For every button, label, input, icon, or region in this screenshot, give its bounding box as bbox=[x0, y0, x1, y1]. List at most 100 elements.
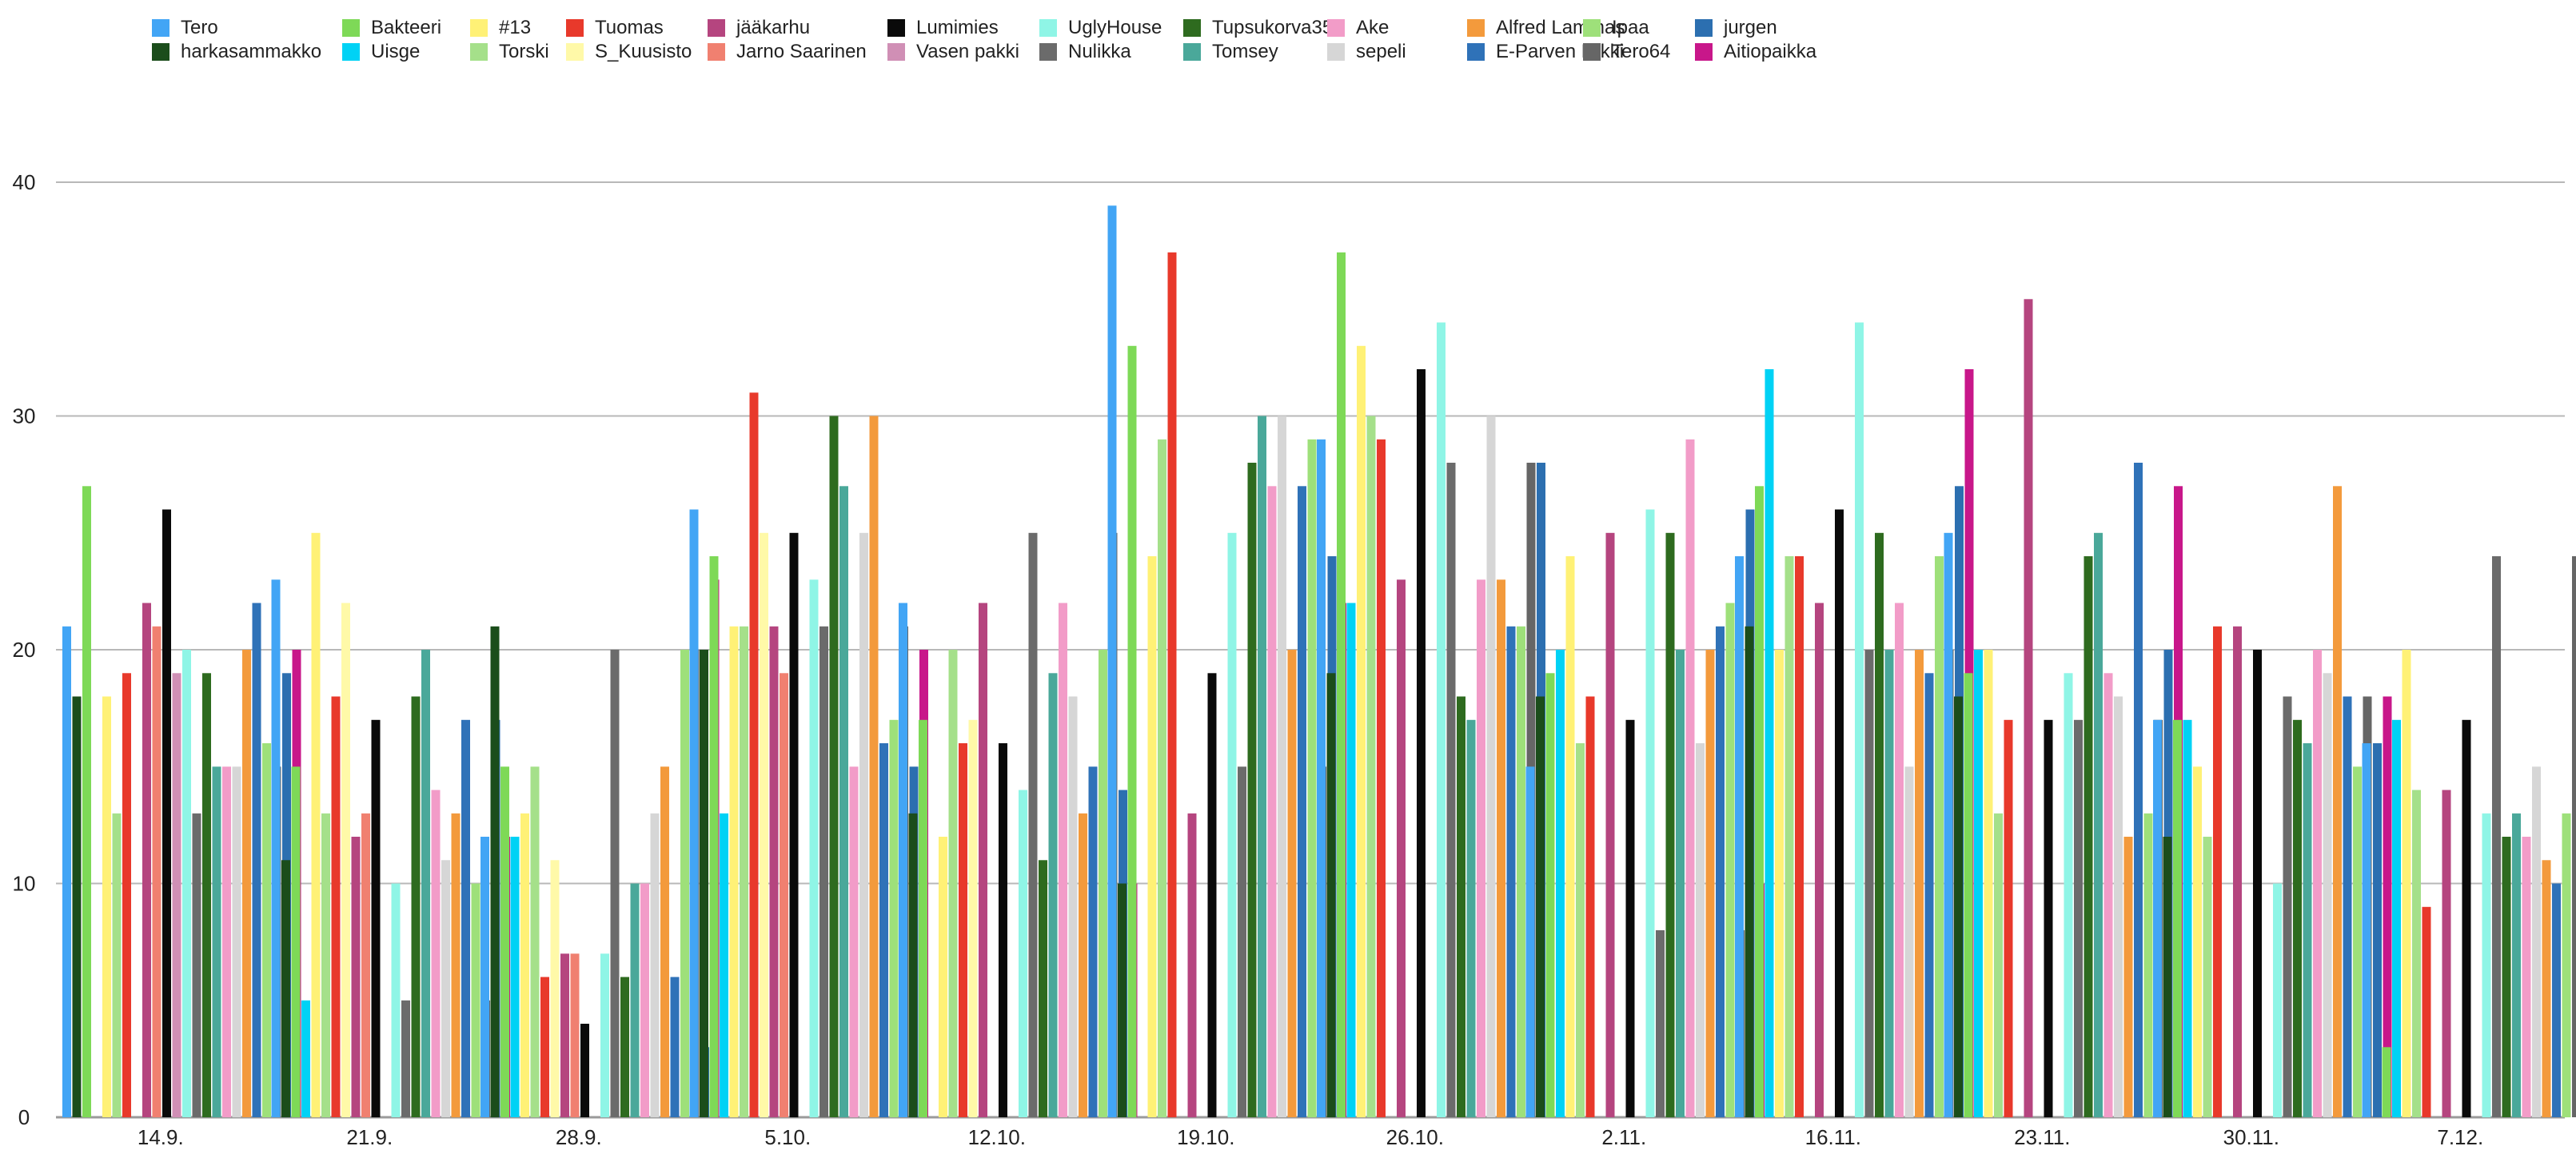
bar-13-28-9 bbox=[520, 813, 529, 1118]
bar-jurgen-30-11 bbox=[2373, 743, 2382, 1117]
bar-e-parven-erkki-12-10 bbox=[1088, 766, 1098, 1118]
legend-item-uglyhouse: UglyHouse bbox=[1039, 16, 1162, 40]
bar-tero-26-10 bbox=[1317, 439, 1326, 1118]
bar-tupsukorva35-19-10 bbox=[1247, 463, 1257, 1117]
bar-uisge-5-10 bbox=[720, 813, 728, 1118]
bar-harkasammakko-19-10 bbox=[1118, 883, 1127, 1117]
legend-swatch bbox=[566, 19, 584, 37]
bar-harkasammakko-28-9 bbox=[490, 626, 500, 1118]
bar-tupsukorva35-2-11 bbox=[1665, 532, 1675, 1118]
bar-tomsey-21-9 bbox=[421, 650, 430, 1117]
bar-lumimies-12-10 bbox=[999, 743, 1007, 1117]
x-tick-label: 12.10. bbox=[968, 1125, 1026, 1149]
bar-ake-16-11 bbox=[1895, 603, 1904, 1117]
bar-e-parven-erkki-19-10 bbox=[1298, 486, 1306, 1118]
bar-ipaa-23-11 bbox=[2143, 813, 2153, 1118]
bar-sepeli-14-9 bbox=[232, 766, 241, 1118]
bar-uglyhouse-28-9 bbox=[600, 953, 609, 1118]
bar-bakteeri-7-12 bbox=[2382, 1047, 2391, 1118]
legend-swatch bbox=[1039, 43, 1057, 61]
bar-13-26-10 bbox=[1357, 345, 1366, 1118]
bar-nulikka-7-12 bbox=[2492, 556, 2501, 1117]
legend-item-uisge: Uisge bbox=[342, 40, 420, 64]
bar-lumimies-26-10 bbox=[1417, 369, 1426, 1117]
bar-uisge-21-9 bbox=[301, 1000, 310, 1118]
bar-ipaa-28-9 bbox=[680, 650, 689, 1117]
bar-tuomas-28-9 bbox=[540, 977, 549, 1117]
bar-s-kuusisto-12-10 bbox=[968, 719, 978, 1118]
bar-uisge-28-9 bbox=[510, 837, 520, 1117]
legend-swatch bbox=[1327, 43, 1345, 61]
bar-harkasammakko-12-10 bbox=[908, 813, 918, 1118]
bar-jarno-saarinen-14-9 bbox=[152, 626, 161, 1118]
bar-uglyhouse-30-11 bbox=[2273, 883, 2282, 1117]
bar-lumimies-19-10 bbox=[1207, 673, 1217, 1118]
bar-torski-28-9 bbox=[530, 766, 540, 1118]
legend-label: jurgen bbox=[1724, 17, 1777, 38]
bar-harkasammakko-21-9 bbox=[281, 860, 290, 1118]
legend-item-sepeli: sepeli bbox=[1327, 40, 1406, 64]
x-tick-label: 19.10. bbox=[1177, 1125, 1234, 1149]
bar-ipaa-5-10 bbox=[889, 719, 899, 1118]
legend-label: Lumimies bbox=[916, 17, 999, 38]
bar-lumimies-16-11 bbox=[1835, 509, 1844, 1117]
bar-tupsukorva35-7-12 bbox=[2502, 837, 2511, 1117]
bar-lumimies-14-9 bbox=[162, 509, 171, 1117]
bar-torski-16-11 bbox=[1784, 556, 1794, 1117]
bar-e-parven-erkki-28-9 bbox=[670, 977, 680, 1117]
legend-swatch bbox=[887, 19, 905, 37]
legend-swatch bbox=[1183, 43, 1201, 61]
legend-label: #13 bbox=[499, 17, 532, 38]
legend-item-tupsukorva35: Tupsukorva35 bbox=[1183, 16, 1333, 40]
legend-item-e-parven-erkki: E-Parven Erkki bbox=[1467, 40, 1624, 64]
bar-nulikka-14-9 bbox=[192, 813, 201, 1118]
legend-item-j-karhu: jääkarhu bbox=[708, 16, 810, 40]
bar-tuomas-19-10 bbox=[1167, 252, 1177, 1118]
bar-j-karhu-2-11 bbox=[1605, 532, 1615, 1118]
bar-harkasammakko-30-11 bbox=[2163, 837, 2172, 1117]
bar-tuomas-2-11 bbox=[1585, 696, 1595, 1117]
legend-label: E-Parven Erkki bbox=[1496, 41, 1625, 62]
bar-sepeli-21-9 bbox=[441, 860, 450, 1118]
bar-nulikka-28-9 bbox=[610, 650, 620, 1117]
bar-alfred-lammas-19-10 bbox=[1287, 650, 1297, 1117]
bar-j-karhu-16-11 bbox=[1815, 603, 1824, 1117]
legend-item-torski: Torski bbox=[470, 40, 549, 64]
y-tick-label: 40 bbox=[13, 170, 36, 194]
bar-tupsukorva35-26-10 bbox=[1457, 696, 1465, 1117]
legend-item-13: #13 bbox=[470, 16, 531, 40]
bar-tero-16-11 bbox=[1735, 556, 1744, 1117]
legend-label: Tero64 bbox=[1612, 41, 1671, 62]
bar-tupsukorva35-23-11 bbox=[2084, 556, 2093, 1117]
bar-bakteeri-19-10 bbox=[1127, 345, 1137, 1118]
bar-bakteeri-16-11 bbox=[1755, 486, 1764, 1118]
y-axis-ticks: 0 10 20 30 40 bbox=[13, 170, 36, 1129]
legend-swatch bbox=[1327, 19, 1345, 37]
bar-harkasammakko-16-11 bbox=[1745, 626, 1754, 1118]
bar-uglyhouse-5-10 bbox=[809, 579, 819, 1118]
x-tick-label: 14.9. bbox=[138, 1125, 184, 1149]
bar-uisge-23-11 bbox=[1974, 650, 1983, 1117]
bar-tomsey-16-11 bbox=[1884, 650, 1894, 1117]
legend-swatch bbox=[342, 19, 360, 37]
bar-uisge-26-10 bbox=[1346, 603, 1356, 1117]
bar-ipaa-26-10 bbox=[1517, 626, 1525, 1118]
bar-bakteeri-12-10 bbox=[919, 719, 927, 1118]
bar-sepeli-28-9 bbox=[650, 813, 660, 1118]
bar-13-7-12 bbox=[2402, 650, 2411, 1117]
bar-ipaa-14-9 bbox=[262, 743, 271, 1117]
bar-harkasammakko-23-11 bbox=[1954, 696, 1963, 1117]
legend-item-lumimies: Lumimies bbox=[887, 16, 999, 40]
legend-label: Nulikka bbox=[1068, 41, 1131, 62]
bar-sepeli-19-10 bbox=[1278, 416, 1286, 1117]
bar-torski-19-10 bbox=[1158, 439, 1166, 1118]
bar-alfred-lammas-14-9 bbox=[242, 650, 251, 1117]
legend-swatch bbox=[152, 43, 169, 61]
bar-e-parven-erkki-26-10 bbox=[1506, 626, 1516, 1118]
legend-swatch bbox=[566, 43, 584, 61]
legend-swatch bbox=[1695, 19, 1713, 37]
x-tick-label: 7.12. bbox=[2437, 1125, 2483, 1149]
x-axis-ticks: 14.9. 21.9. 28.9. 5.10. 12.10. 19.10. 26.10. 2.… bbox=[138, 1125, 2483, 1149]
legend-item-ipaa: Ipaa bbox=[1583, 16, 1649, 40]
